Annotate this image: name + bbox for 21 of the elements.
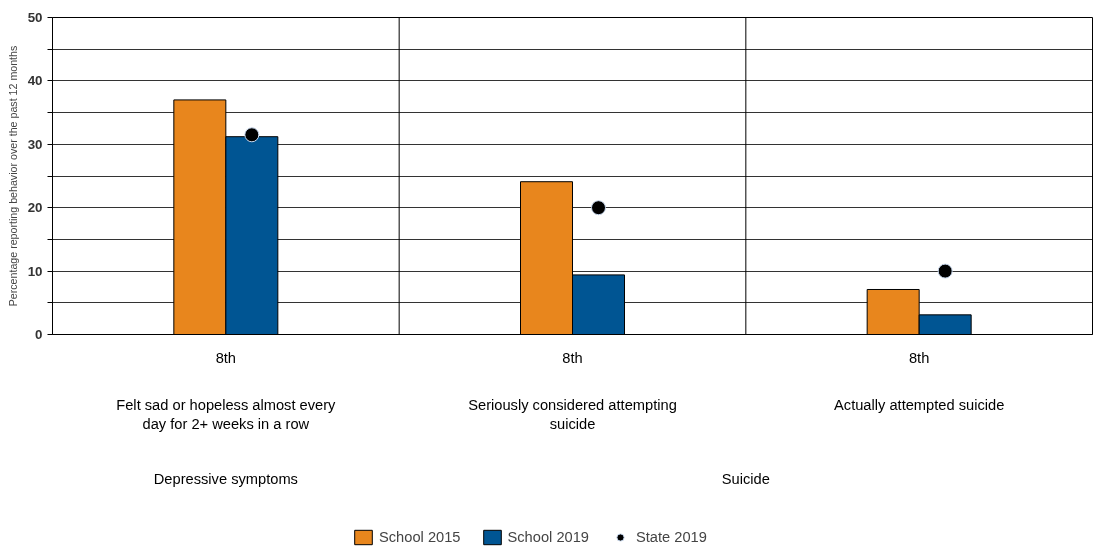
legend-label: State 2019 xyxy=(636,529,707,545)
text: Depressive symptoms xyxy=(153,470,298,487)
text: Suicide xyxy=(721,470,770,487)
y-tick-label: 40 xyxy=(27,73,43,89)
x-tick-label: 8th xyxy=(562,349,583,366)
y-axis-title: Percentage reporting behavior over the past 12 months xyxy=(6,45,19,307)
text: Actually attempted suicide xyxy=(834,396,1005,413)
x-tick-label: 8th xyxy=(908,349,930,366)
text: Felt sad or hopeless almost every day for 2+ weeks in a row xyxy=(116,396,337,432)
point xyxy=(591,200,606,216)
point xyxy=(244,127,260,143)
y-tick-label: 50 xyxy=(27,10,43,25)
y-tick-label: 30 xyxy=(27,136,43,152)
legend-label: School 2015 xyxy=(379,529,461,545)
legend-label: School 2019 xyxy=(507,529,589,545)
text: Seriously considered attempting suicide xyxy=(468,396,677,432)
y-tick-label: 10 xyxy=(27,263,43,279)
y-tick-label: 0 xyxy=(35,327,43,342)
point xyxy=(937,263,953,279)
x-tick-label: 8th xyxy=(215,349,237,366)
y-tick-label: 20 xyxy=(27,200,43,216)
